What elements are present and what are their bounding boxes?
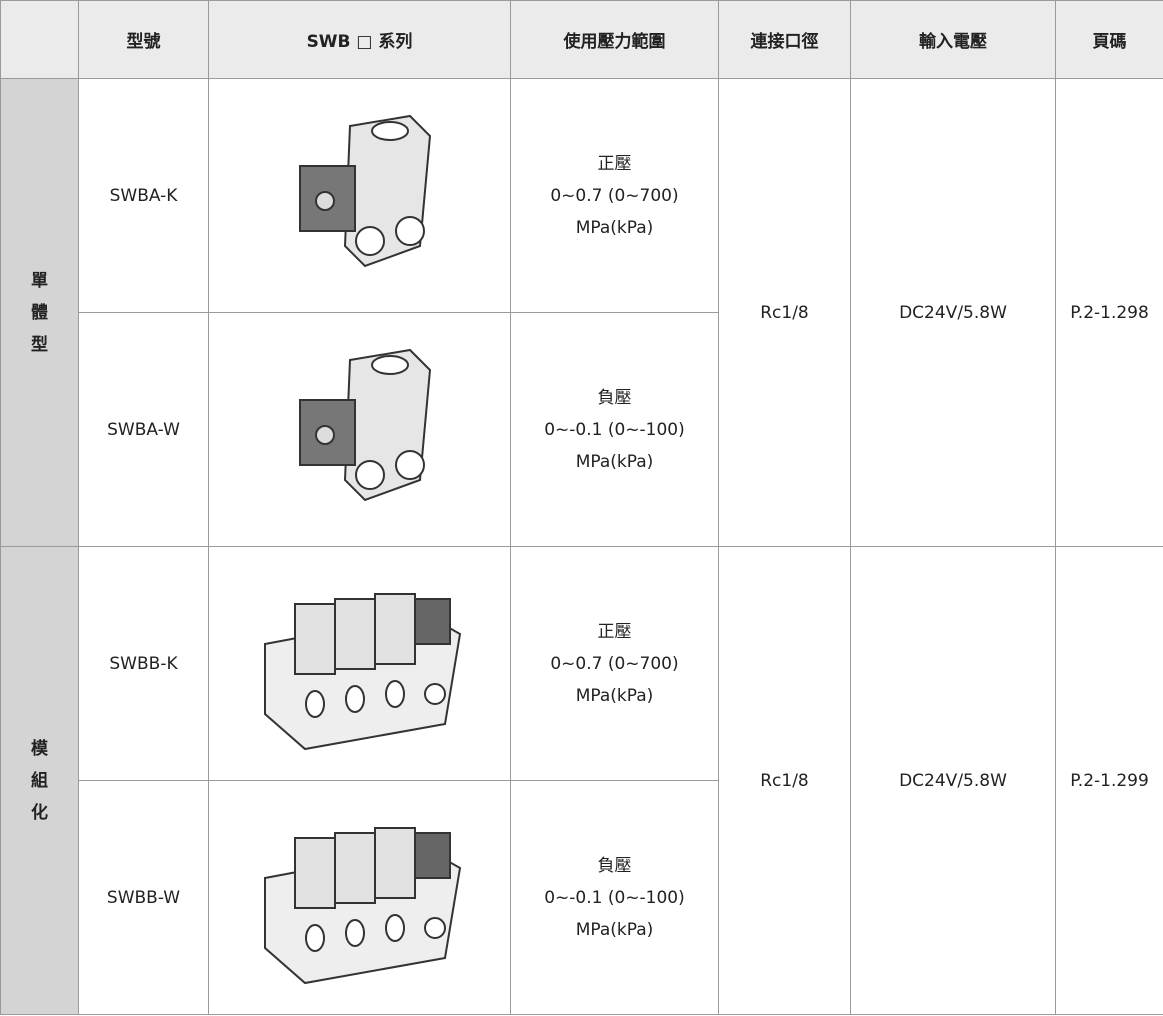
pressure-line: 正壓 (597, 153, 632, 174)
voltage-cell: DC24V/5.8W (850, 546, 1056, 1015)
valve-image (263, 826, 461, 984)
model-cell: SWBB-W (78, 780, 209, 1015)
port-cell: Rc1/8 (718, 546, 851, 1015)
pressure-line: 負壓 (597, 387, 632, 408)
table-row: SWBA-W 負壓 0~-0.1 (0~-100) MPa(kPa) (1, 312, 1163, 547)
pressure-line: MPa(kPa) (575, 217, 654, 238)
image-cell (208, 312, 511, 547)
valve-image (298, 114, 431, 267)
table-row: SWBB-W 負壓 0~-0.1 (0~-100) MPa(kPa) (1, 780, 1163, 1015)
pressure-line: 正壓 (597, 621, 632, 642)
group-label: 模組化 (0, 546, 79, 1015)
model-cell: SWBA-K (78, 78, 209, 313)
page-cell: P.2-1.299 (1055, 546, 1163, 1015)
pressure-cell: 正壓 0~0.7 (0~700) MPa(kPa) (510, 78, 719, 313)
pressure-line: MPa(kPa) (575, 919, 654, 940)
header-cell: 型號 (78, 0, 209, 79)
header-cell (0, 0, 79, 79)
pressure-line: 0~0.7 (0~700) (550, 185, 679, 206)
group-char: 單 (31, 270, 48, 291)
image-cell (208, 780, 511, 1015)
table-body: 單體型 SWBA-K 正壓 0~0.7 (0~700) MPa(kPa) Rc1/8 DC2… (0, 78, 1163, 1015)
pressure-line: 負壓 (597, 855, 632, 876)
model-cell: SWBB-K (78, 546, 209, 781)
group-char: 型 (31, 334, 48, 355)
header-cell: 使用壓力範圍 (510, 0, 719, 79)
header-cell: 頁碼 (1055, 0, 1163, 79)
page-cell: P.2-1.298 (1055, 78, 1163, 547)
header-cell: 連接口徑 (718, 0, 851, 79)
image-cell (208, 546, 511, 781)
table-row: 單體型 SWBA-K 正壓 0~0.7 (0~700) MPa(kPa) Rc1/8 DC2… (0, 78, 1163, 547)
pressure-cell: 負壓 0~-0.1 (0~-100) MPa(kPa) (510, 780, 719, 1015)
pressure-line: 0~0.7 (0~700) (550, 653, 679, 674)
pressure-line: MPa(kPa) (575, 685, 654, 706)
header-row: 型號 SWB □ 系列 使用壓力範圍 連接口徑 輸入電壓 頁碼 (0, 0, 1163, 79)
table-row: 模組化 SWBB-K 正壓 0~0.7 (0~700) MPa(kPa) Rc1/8 DC2… (0, 546, 1163, 1015)
group-char: 模 (31, 738, 48, 759)
valve-image (263, 592, 461, 750)
valve-image (298, 348, 431, 501)
header-cell: SWB □ 系列 (208, 0, 511, 79)
pressure-line: 0~-0.1 (0~-100) (544, 419, 685, 440)
model-cell: SWBA-W (78, 312, 209, 547)
pressure-cell: 負壓 0~-0.1 (0~-100) MPa(kPa) (510, 312, 719, 547)
group-label: 單體型 (0, 78, 79, 547)
group-char: 化 (31, 802, 48, 823)
pressure-cell: 正壓 0~0.7 (0~700) MPa(kPa) (510, 546, 719, 781)
group-char: 組 (31, 770, 48, 791)
header-cell: 輸入電壓 (850, 0, 1056, 79)
pressure-line: 0~-0.1 (0~-100) (544, 887, 685, 908)
group-char: 體 (31, 302, 48, 323)
image-cell (208, 78, 511, 313)
pressure-line: MPa(kPa) (575, 451, 654, 472)
port-cell: Rc1/8 (718, 78, 851, 547)
voltage-cell: DC24V/5.8W (850, 78, 1056, 547)
